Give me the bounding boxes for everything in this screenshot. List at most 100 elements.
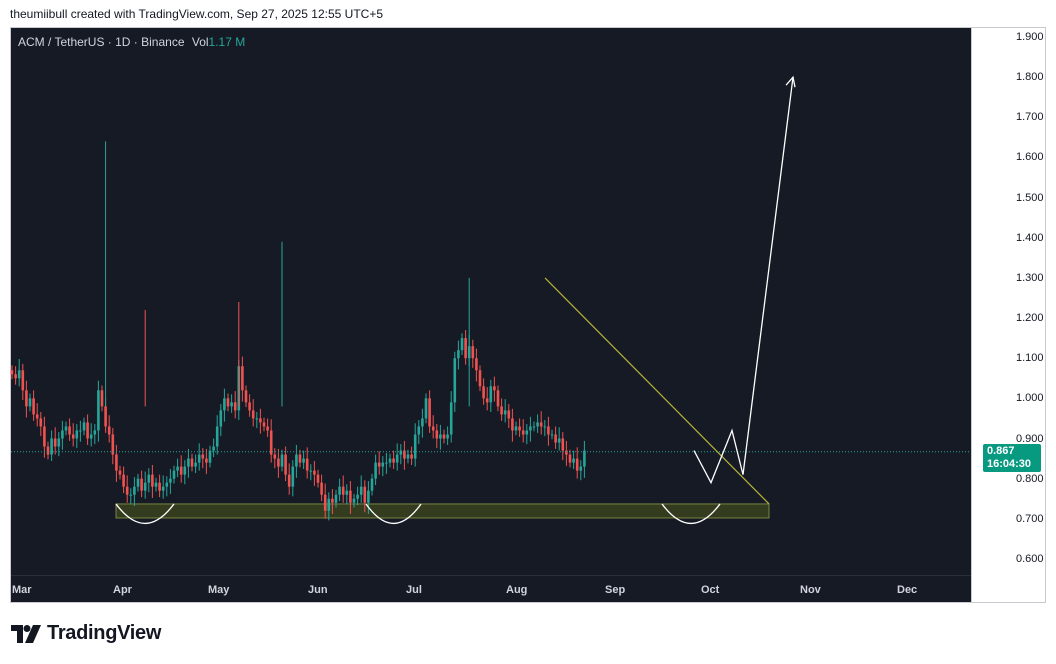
candle-body	[230, 402, 233, 407]
candle-body	[399, 450, 403, 455]
candle-body	[431, 426, 435, 431]
candle-body	[446, 434, 449, 439]
descending-trendline	[544, 277, 770, 505]
candle-body	[334, 494, 338, 503]
support-zone	[115, 503, 770, 519]
price-tick-label: 1.500	[1016, 191, 1044, 204]
time-tick-label: Dec	[897, 584, 918, 596]
candle-body	[129, 494, 133, 496]
price-tick-label: 1.900	[1016, 31, 1044, 43]
candle-body	[579, 466, 583, 471]
candle-body	[406, 454, 410, 459]
candle-body	[539, 422, 543, 427]
time-tick-label: Sep	[605, 584, 626, 596]
candle-body	[50, 438, 53, 455]
candle-body	[565, 450, 568, 455]
candle-body	[223, 398, 226, 411]
candle-body	[568, 454, 572, 463]
candle-body	[529, 426, 532, 431]
price-tick-label: 1.000	[1016, 392, 1044, 405]
candle-body	[503, 410, 507, 415]
candle-body	[557, 438, 561, 443]
candle-body	[14, 374, 17, 379]
candle-body	[424, 398, 428, 419]
candle-body	[374, 462, 377, 479]
candle-body	[143, 482, 147, 491]
candle-body	[550, 434, 554, 436]
candle-body	[478, 370, 482, 387]
candle-body	[161, 486, 165, 491]
plot-area[interactable]	[11, 28, 971, 575]
candle-body	[575, 458, 579, 471]
price-axis[interactable]	[971, 28, 1045, 602]
candle-body	[572, 458, 575, 463]
symbol-legend[interactable]: ACM / TetherUS · 1D · Binance Vol1.17 M	[18, 35, 245, 49]
candle-body	[115, 454, 118, 471]
candle-body	[381, 462, 385, 467]
candle-body	[259, 418, 262, 423]
candle-body	[75, 430, 79, 439]
candle-body	[496, 390, 500, 407]
candle-body	[543, 426, 547, 428]
candle-body	[111, 434, 115, 455]
projection-arrowhead	[785, 75, 796, 88]
candle-body	[215, 426, 219, 447]
candle-body	[291, 466, 295, 487]
candle-body	[302, 458, 305, 463]
candle-body	[295, 454, 298, 467]
candle-body	[10, 370, 14, 375]
candle-body	[395, 454, 399, 463]
candle-body	[493, 386, 496, 391]
candle-body	[255, 418, 259, 420]
time-tick-label: Jun	[308, 584, 328, 596]
tradingview-logo[interactable]: TradingView	[11, 622, 161, 645]
candle-body	[39, 418, 43, 427]
candle-body	[89, 434, 93, 439]
candle-body	[165, 482, 169, 487]
candle-body	[190, 458, 194, 467]
price-tick-label: 1.400	[1016, 231, 1044, 244]
candle-body	[583, 450, 586, 467]
candle-body	[352, 498, 356, 503]
candle-body	[316, 474, 320, 483]
candle-body	[287, 474, 291, 487]
candle-body	[183, 466, 187, 475]
candle-body	[104, 406, 107, 427]
candle-body	[475, 358, 478, 371]
candle-body	[169, 478, 172, 483]
candle-body	[136, 478, 140, 487]
candle-body	[21, 370, 25, 391]
time-axis[interactable]	[11, 575, 971, 602]
candle-body	[525, 430, 529, 435]
candle-body	[212, 446, 215, 451]
volume-label: Vol	[191, 35, 209, 49]
candle-body	[435, 430, 439, 439]
candle-body	[280, 454, 284, 467]
candle-body	[154, 482, 158, 487]
last-price-value: 0.867	[987, 445, 1015, 457]
candle-body	[356, 494, 359, 499]
candle-body	[241, 366, 244, 391]
candle-body	[122, 474, 125, 487]
candle-body	[43, 426, 46, 447]
time-tick-label: May	[208, 584, 230, 596]
candle-body	[439, 434, 442, 439]
candle-body	[158, 482, 161, 491]
time-tick-label: Nov	[800, 584, 821, 596]
candle-body	[97, 390, 100, 431]
candle-body	[233, 402, 237, 411]
candle-body	[46, 446, 50, 455]
volume-value: 1.17 M	[208, 35, 246, 49]
candle-body	[179, 466, 183, 475]
candle-body	[219, 410, 223, 427]
price-tick-label: 1.600	[1016, 151, 1044, 164]
candle-body	[323, 494, 327, 511]
candle-body	[93, 430, 97, 435]
candle-body	[489, 386, 493, 403]
candle-body	[460, 338, 464, 351]
candle-body	[500, 406, 503, 415]
symbol-label: ACM / TetherUS · 1D · Binance	[18, 35, 185, 49]
attribution-text: theumiibull created with TradingView.com…	[10, 7, 383, 21]
candle-body	[273, 454, 277, 459]
candle-body	[417, 426, 421, 435]
